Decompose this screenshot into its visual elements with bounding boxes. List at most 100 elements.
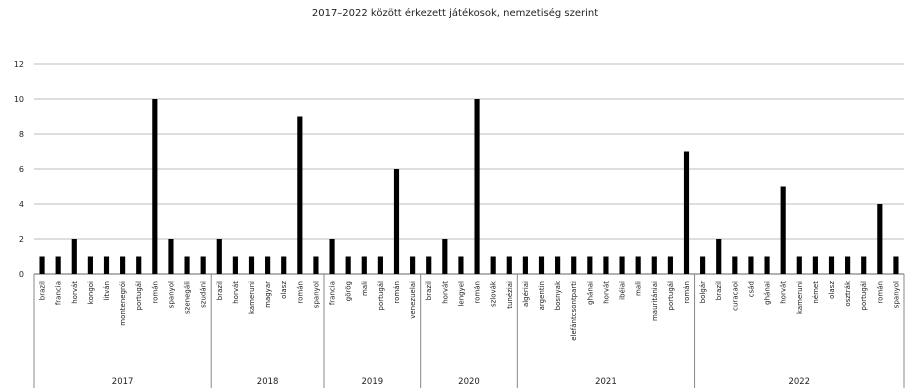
group-label: 2020 (458, 377, 480, 387)
x-tick-label: spanyol (167, 281, 175, 308)
bar (619, 256, 625, 274)
x-tick-label: szlovák (490, 280, 498, 307)
bar (700, 256, 706, 274)
bar (845, 256, 851, 274)
bar (474, 99, 480, 274)
x-tick-label: brazil (425, 281, 433, 300)
bar (232, 256, 238, 274)
bar (410, 256, 416, 274)
x-tick-label: algériai (522, 281, 530, 307)
bar (506, 256, 512, 274)
x-tick-label: kongoi (87, 281, 95, 304)
x-tick-label: spanyol (892, 281, 900, 308)
x-tick-label: román (474, 281, 482, 304)
x-tick-label: venezuelai (409, 281, 417, 319)
x-tick-label: litván (103, 281, 111, 301)
x-tick-label: mali (635, 281, 643, 296)
x-tick-label: olasz (828, 281, 836, 299)
bar (200, 256, 206, 274)
bar (329, 239, 335, 274)
x-tick-label: ghánai (764, 281, 772, 305)
bar (281, 256, 287, 274)
x-tick-label: argentin (538, 281, 546, 310)
x-tick-label: brazil (715, 281, 723, 300)
x-tick-label: horvát (780, 281, 788, 304)
x-tick-label: görög (345, 281, 353, 301)
bar (120, 256, 126, 274)
y-tick-label: 4 (19, 200, 24, 209)
bar (361, 256, 367, 274)
x-tick-label: szenegáli (184, 281, 192, 314)
bar (87, 256, 93, 274)
bar (603, 256, 609, 274)
bar (877, 204, 883, 274)
x-tick-label: magyar (264, 281, 272, 308)
y-tick-label: 12 (14, 60, 24, 69)
x-tick-label: szudáni (200, 281, 208, 308)
y-tick-label: 10 (14, 95, 24, 104)
x-tick-label: román (876, 281, 884, 304)
bar (184, 256, 190, 274)
x-tick-label: román (393, 281, 401, 304)
x-tick-label: olasz (280, 281, 288, 299)
group-label: 2022 (788, 377, 810, 387)
chart-title: 2017–2022 között érkezett játékosok, nem… (311, 8, 599, 19)
bar (55, 256, 61, 274)
bar (248, 256, 255, 274)
bar (812, 256, 818, 274)
bar (458, 256, 464, 274)
x-tick-label: spanyol (312, 281, 320, 308)
x-tick-label: mali (361, 281, 369, 296)
bar (103, 256, 110, 274)
x-tick-label: francia (329, 281, 337, 305)
x-tick-label: horvát (71, 281, 79, 304)
x-tick-label: horvát (602, 281, 610, 304)
bar (780, 186, 786, 274)
bar (168, 239, 174, 274)
group-label: 2019 (362, 377, 384, 387)
bar (635, 256, 641, 274)
bar (265, 256, 271, 274)
y-tick-label: 2 (19, 235, 24, 244)
x-tick-label: brazil (216, 281, 224, 300)
x-tick-label: montenegrói (119, 281, 127, 326)
x-tick-label: román (296, 281, 304, 304)
bar (555, 256, 561, 274)
x-tick-label: ibéiai (619, 281, 627, 300)
bar (442, 239, 448, 274)
x-tick-label: csád (747, 281, 755, 297)
x-tick-label: horvát (232, 281, 240, 304)
bar (152, 99, 158, 274)
group-label: 2021 (595, 377, 617, 387)
x-tick-label: portugál (667, 281, 675, 311)
bar (313, 256, 319, 274)
bar (587, 256, 593, 274)
bar (71, 239, 77, 274)
bar (297, 116, 303, 274)
x-tick-label: bolgár (699, 281, 707, 303)
bar (748, 256, 754, 274)
x-tick-label: portugál (860, 281, 868, 311)
x-tick-label: kameruni (796, 281, 804, 314)
bar (683, 151, 690, 274)
x-tick-label: román (683, 281, 691, 304)
x-tick-label: román (151, 281, 159, 304)
bar (216, 239, 222, 274)
bar (39, 256, 45, 274)
x-tick-label: brazil (39, 281, 47, 300)
x-tick-label: francia (55, 281, 63, 305)
x-tick-label: lengyel (457, 281, 465, 307)
x-tick-label: portugál (135, 281, 143, 311)
bar (393, 169, 400, 274)
bar (716, 239, 722, 274)
bar (764, 256, 770, 274)
x-tick-label: elefántcsontparti (570, 281, 578, 341)
bar (377, 256, 383, 274)
bar (522, 256, 528, 274)
bar (667, 256, 673, 274)
group-label: 2017 (112, 377, 134, 387)
bar (571, 256, 577, 274)
bar (828, 256, 835, 274)
x-tick-label: bosnyak (554, 280, 562, 310)
